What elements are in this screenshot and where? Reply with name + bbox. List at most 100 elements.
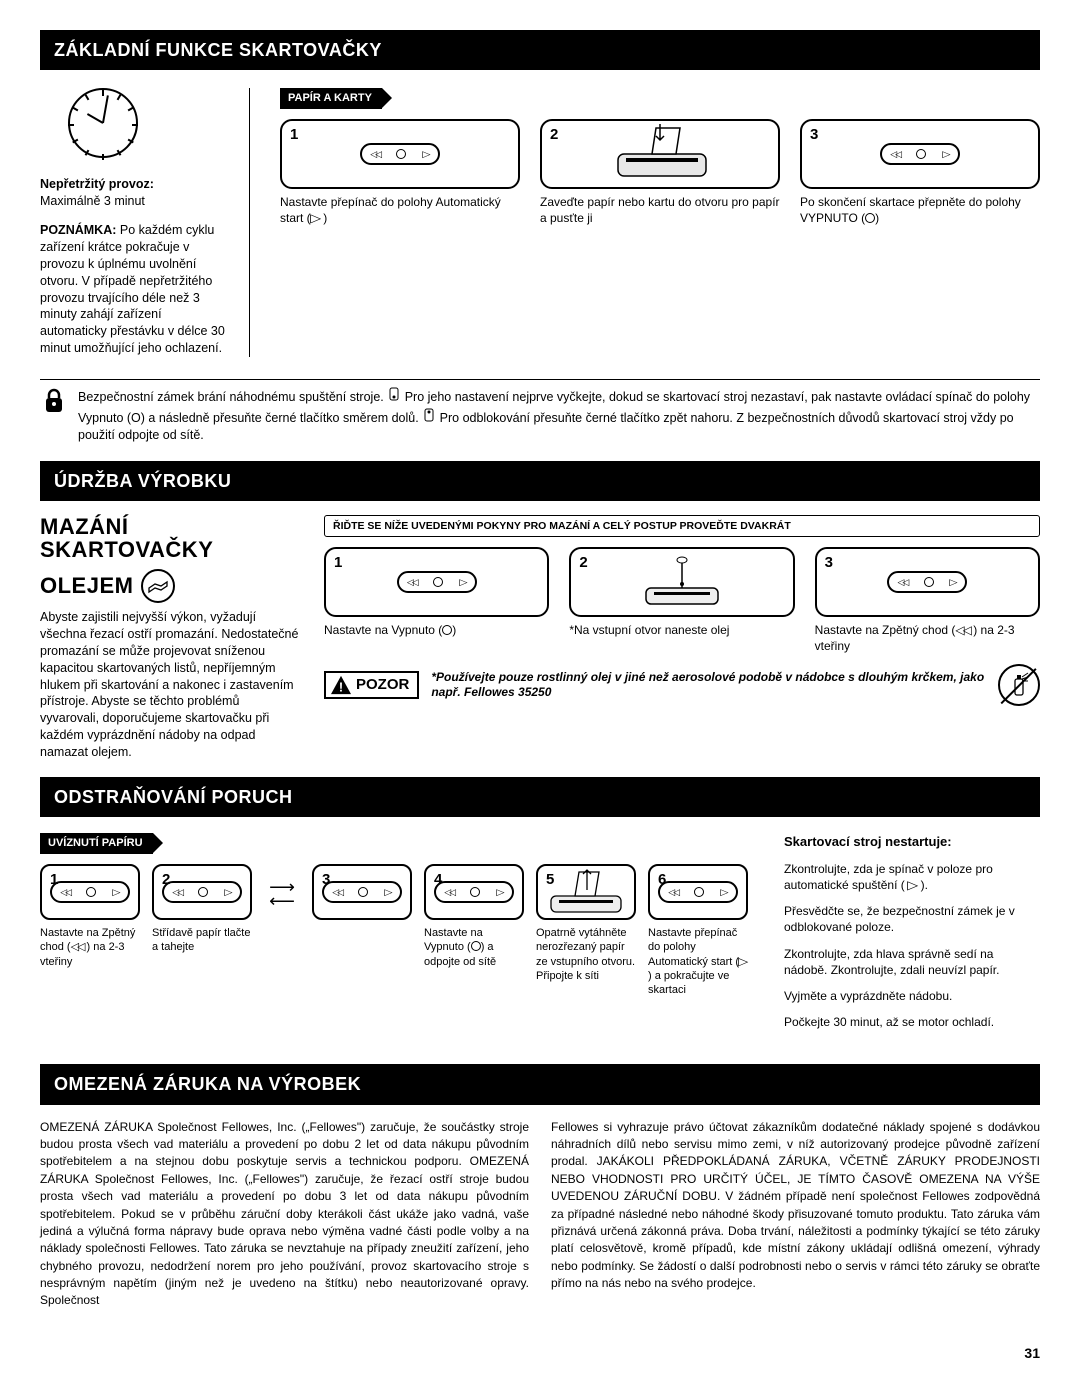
- step-number: 5: [546, 870, 554, 890]
- step-caption-post: ): [452, 623, 456, 637]
- oiling-text: Abyste zajistili nejvyšší výkon, vyžaduj…: [40, 609, 300, 761]
- jam-step-4: 4◁◁▷ Nastavte na Vypnuto () a odpojte od…: [424, 864, 524, 969]
- step-number: 1: [290, 125, 298, 145]
- lock-icon: [44, 388, 64, 414]
- basic-step-2: 2 Zaveďte papír nebo kartu do otvoru pro…: [540, 119, 780, 226]
- step-number: 2: [550, 125, 558, 145]
- step-caption: Nastavte na Vypnuto (: [324, 623, 442, 637]
- step-number: 1: [334, 553, 342, 573]
- paper-cards-tag: PAPÍR A KARTY: [280, 88, 382, 109]
- caution-row: ! POZOR *Používejte pouze rostlinný olej…: [324, 664, 1040, 706]
- section-maintenance-body: MAZÁNÍ SKARTOVAČKY OLEJEM Abyste zajisti…: [40, 501, 1040, 777]
- step-caption: Nastavte na Zpětný chod (: [815, 623, 956, 637]
- page-number: 31: [40, 1344, 1040, 1363]
- continuous-operation-panel: Nepřetržitý provoz: Maximálně 3 minut PO…: [40, 88, 250, 357]
- play-icon: ▷: [310, 211, 321, 227]
- step-caption: Po skončení skartace přepněte do polohy …: [800, 195, 1021, 225]
- step-caption-post: ) a pokračujte ve skartaci: [648, 970, 729, 996]
- apply-oil-icon: [632, 554, 732, 610]
- warranty-body: OMEZENÁ ZÁRUKA Společnost Fellowes, Inc.…: [40, 1105, 1040, 1320]
- jam-steps: 1◁◁▷ Nastavte na Zpětný chod (◁◁ ) na 2-…: [40, 864, 748, 997]
- switch-icon: ◁◁▷: [397, 571, 477, 593]
- wont-start-panel: Skartovací stroj nestartuje: Zkontrolujt…: [766, 833, 1040, 1040]
- wont-start-heading: Skartovací stroj nestartuje:: [784, 833, 1040, 851]
- jam-step-6: 6◁◁▷ Nastavte přepínač do polohy Automat…: [648, 864, 748, 997]
- oiling-heading-2: OLEJEM: [40, 574, 133, 597]
- basic-step-1: 1 ◁◁▷ Nastavte přepínač do polohy Automa…: [280, 119, 520, 226]
- oilcan-icon: [141, 569, 175, 603]
- oil-step-1: 1 ◁◁▷ Nastavte na Vypnuto (): [324, 547, 549, 654]
- check-item: Zkontrolujte, zda hlava správně sedí na …: [784, 946, 1040, 978]
- jam-step-1: 1◁◁▷ Nastavte na Zpětný chod (◁◁ ) na 2-…: [40, 864, 140, 969]
- step-number: 2: [579, 553, 587, 573]
- lock-up-icon: [422, 407, 436, 425]
- step-caption: Opatrně vytáhněte nerozřezaný papír ze v…: [536, 926, 636, 983]
- step-caption: Zaveďte papír nebo kartu do otvoru pro p…: [540, 195, 780, 226]
- switch-icon: ◁◁▷: [887, 571, 967, 593]
- check-item: Přesvědčte se, že bezpečnostní zámek je …: [784, 903, 1040, 935]
- note-label: POZNÁMKA:: [40, 223, 116, 237]
- off-icon: [865, 213, 875, 223]
- oiling-callout: ŘIĎTE SE NÍŽE UVEDENÝMI POKYNY PRO MAZÁN…: [324, 515, 1040, 537]
- reverse-icon: ◁◁: [955, 623, 969, 637]
- oiling-heading-1: MAZÁNÍ SKARTOVAČKY: [40, 515, 300, 561]
- check-item: Zkontrolujte, zda je spínač v poloze pro…: [784, 862, 993, 892]
- warning-icon: !: [330, 675, 352, 695]
- section-basic-operation-title: ZÁKLADNÍ FUNKCE SKARTOVAČKY: [40, 30, 1040, 70]
- step-caption: Nastavte přepínač do polohy Automatický …: [648, 927, 739, 968]
- switch-icon: ◁◁▷: [360, 143, 440, 165]
- reverse-icon: ◁◁: [71, 941, 84, 953]
- check-item: Počkejte 30 minut, až se motor ochladí.: [784, 1014, 1040, 1030]
- continuous-value: Maximálně 3 minut: [40, 194, 145, 208]
- caution-label: POZOR: [356, 675, 409, 695]
- off-icon: [471, 941, 481, 951]
- warranty-col-2: Fellowes si vyhrazuje právo účtovat záka…: [551, 1119, 1040, 1310]
- oil-step-2: 2 *Na vstupní otvor naneste olej: [569, 547, 794, 654]
- no-aerosol-icon: [998, 664, 1040, 706]
- oil-step-3: 3 ◁◁▷ Nastavte na Zpětný chod (◁◁ ) na 2…: [815, 547, 1040, 654]
- step-number: 3: [810, 125, 818, 145]
- section-troubleshoot-body: UVÍZNUTÍ PAPÍRU 1◁◁▷ Nastavte na Zpětný …: [40, 817, 1040, 1064]
- pull-paper-icon: [541, 868, 631, 916]
- paper-jam-tag: UVÍZNUTÍ PAPÍRU: [40, 833, 153, 854]
- oiling-intro: MAZÁNÍ SKARTOVAČKY OLEJEM Abyste zajisti…: [40, 515, 300, 761]
- continuous-label: Nepřetržitý provoz:: [40, 177, 154, 191]
- section-maintenance-title: ÚDRŽBA VÝROBKU: [40, 461, 1040, 501]
- safety-lock-note: Bezpečnostní zámek brání náhodnému spušt…: [40, 380, 1040, 461]
- jam-steps-panel: UVÍZNUTÍ PAPÍRU 1◁◁▷ Nastavte na Zpětný …: [40, 833, 748, 1040]
- svg-text:!: !: [339, 680, 343, 695]
- switch-icon: ◁◁▷: [50, 881, 130, 903]
- clock-icon: [68, 88, 138, 158]
- switch-icon: ◁◁▷: [322, 881, 402, 903]
- section-troubleshoot-title: ODSTRAŇOVÁNÍ PORUCH: [40, 777, 1040, 817]
- note-text: Po každém cyklu zařízení krátce pokračuj…: [40, 223, 225, 355]
- switch-icon: ◁◁▷: [880, 143, 960, 165]
- section-basic-operation-body: Nepřetržitý provoz: Maximálně 3 minut PO…: [40, 70, 1040, 379]
- step-caption: *Na vstupní otvor naneste olej: [569, 623, 794, 639]
- lock-down-icon: [387, 386, 401, 404]
- play-icon: ▷: [738, 955, 748, 969]
- jam-step-5: 5 Opatrně vytáhněte nerozřezaný papír ze…: [536, 864, 636, 983]
- step-caption-post: ): [875, 211, 879, 225]
- warranty-col-1: OMEZENÁ ZÁRUKA Společnost Fellowes, Inc.…: [40, 1119, 529, 1310]
- oiling-steps: 1 ◁◁▷ Nastavte na Vypnuto () 2 *Na v: [324, 547, 1040, 654]
- jam-step-2: 2◁◁▷ Střídavě papír tlačte a tahejte: [152, 864, 252, 955]
- caution-badge: ! POZOR: [324, 671, 419, 699]
- check-item-post: ).: [917, 878, 928, 892]
- switch-icon: ◁◁▷: [658, 881, 738, 903]
- shredder-feed-icon: [600, 124, 720, 184]
- check-item: Vyjměte a vyprázdněte nádobu.: [784, 988, 1040, 1004]
- off-icon: [442, 625, 452, 635]
- play-icon: ▷: [907, 877, 918, 893]
- oiling-steps-panel: ŘIĎTE SE NÍŽE UVEDENÝMI POKYNY PRO MAZÁN…: [324, 515, 1040, 761]
- jam-step-3: 3◁◁▷: [312, 864, 412, 926]
- basic-step-3: 3 ◁◁▷ Po skončení skartace přepněte do p…: [800, 119, 1040, 226]
- step-caption: Střídavě papír tlačte a tahejte: [152, 926, 252, 955]
- lock-text-1: Bezpečnostní zámek brání náhodnému spušt…: [78, 390, 387, 404]
- switch-icon: ◁◁▷: [434, 881, 514, 903]
- caution-text: *Používejte pouze rostlinný olej v jiné …: [431, 670, 986, 700]
- section-warranty-title: OMEZENÁ ZÁRUKA NA VÝROBEK: [40, 1064, 1040, 1104]
- switch-icon: ◁◁▷: [162, 881, 242, 903]
- basic-steps: 1 ◁◁▷ Nastavte přepínač do polohy Automa…: [280, 119, 1040, 226]
- basic-steps-panel: PAPÍR A KARTY 1 ◁◁▷ Nastavte přepínač do…: [250, 88, 1040, 357]
